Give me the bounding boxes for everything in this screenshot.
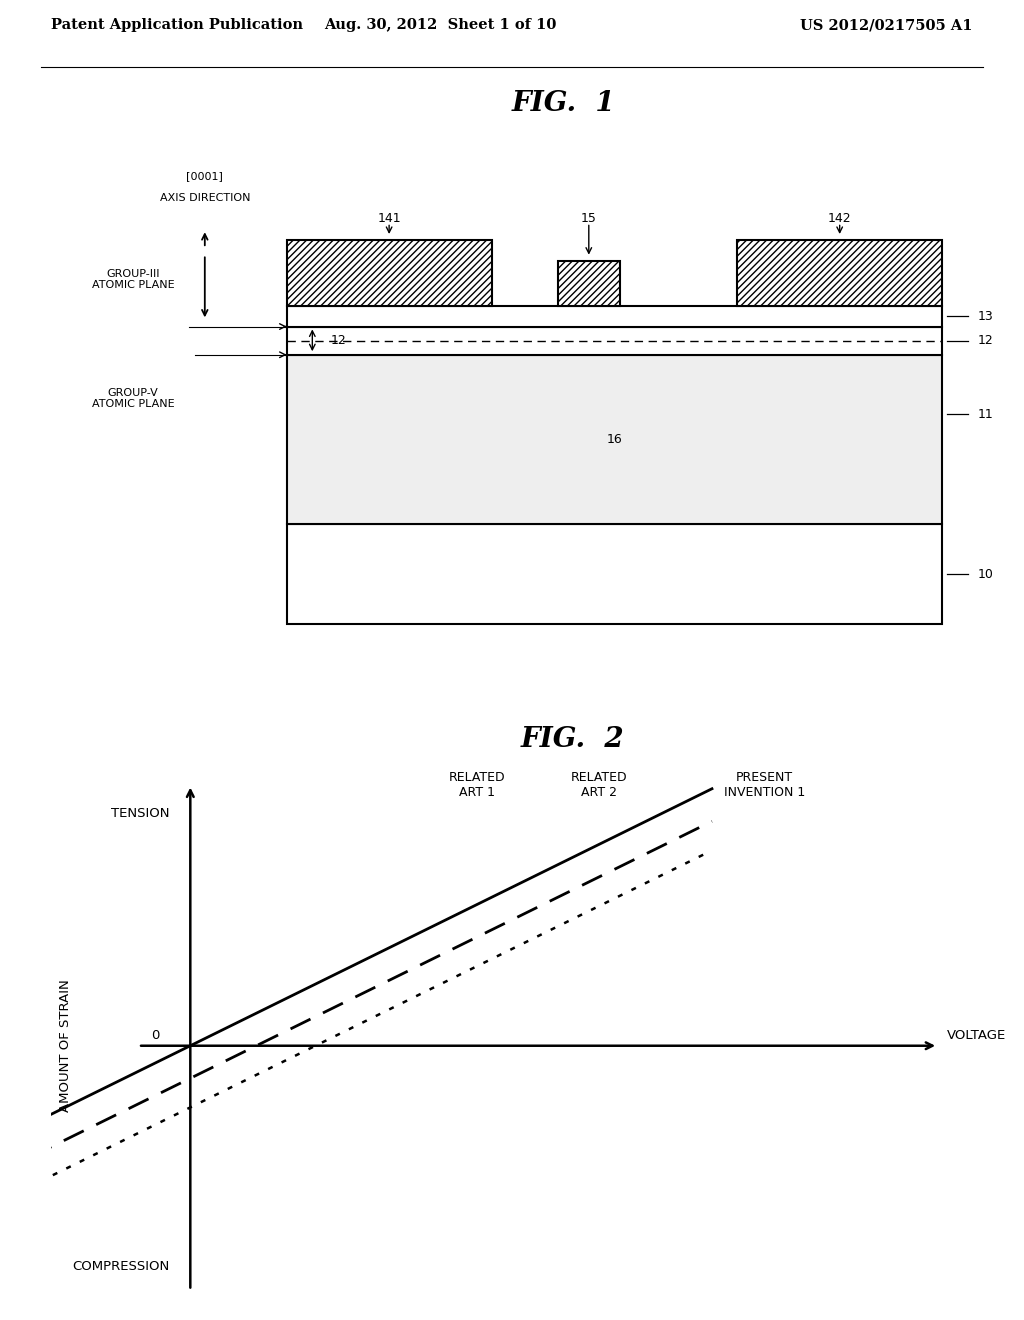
Text: FIG.  2: FIG. 2 [521,726,625,754]
Text: VOLTAGE: VOLTAGE [947,1030,1006,1043]
Text: RELATED
ART 1: RELATED ART 1 [449,771,506,799]
Text: 15: 15 [581,211,597,224]
Text: AMOUNT OF STRAIN: AMOUNT OF STRAIN [58,979,72,1113]
Text: COMPRESSION: COMPRESSION [73,1259,169,1272]
Bar [287,355,942,524]
Bar [287,524,942,624]
Text: TENSION: TENSION [111,807,169,820]
Text: 142: 142 [827,211,852,224]
Text: [0001]: [0001] [186,172,223,181]
Text: 141: 141 [377,211,401,224]
Bar [287,306,942,326]
Text: GROUP-III
ATOMIC PLANE: GROUP-III ATOMIC PLANE [92,269,174,290]
Text: 12: 12 [331,334,346,347]
Text: Aug. 30, 2012  Sheet 1 of 10: Aug. 30, 2012 Sheet 1 of 10 [325,18,556,33]
Bar [737,240,942,306]
Bar [287,240,492,306]
Text: AXIS DIRECTION: AXIS DIRECTION [160,193,250,203]
Bar [558,261,620,306]
Text: 16: 16 [606,433,623,446]
Text: FIG.  1: FIG. 1 [511,91,615,117]
Text: 11: 11 [978,408,993,421]
Text: GROUP-V
ATOMIC PLANE: GROUP-V ATOMIC PLANE [92,388,174,409]
Text: 12: 12 [978,334,993,347]
Text: 10: 10 [978,568,994,581]
Text: RELATED
ART 2: RELATED ART 2 [570,771,628,799]
Text: PRESENT
INVENTION 1: PRESENT INVENTION 1 [724,771,805,799]
Text: US 2012/0217505 A1: US 2012/0217505 A1 [800,18,972,33]
Text: 0: 0 [151,1030,159,1043]
Text: 13: 13 [978,310,993,322]
Bar [287,326,942,355]
Text: Patent Application Publication: Patent Application Publication [51,18,303,33]
